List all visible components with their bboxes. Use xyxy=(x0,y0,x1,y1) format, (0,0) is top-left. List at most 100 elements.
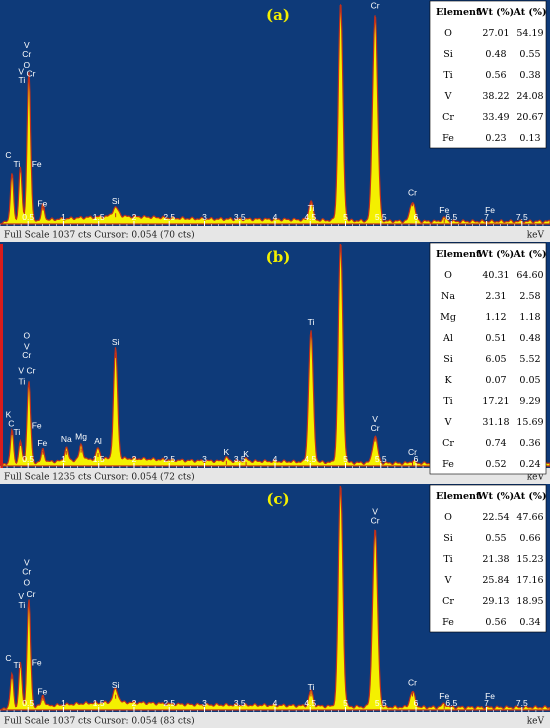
peak-label-20: Cr xyxy=(371,423,380,433)
table-cell: O xyxy=(444,512,452,523)
table-cell: 25.84 xyxy=(482,575,509,586)
peak-label-5: Cr xyxy=(27,589,36,599)
table-cell: 0.66 xyxy=(519,533,540,544)
cursor-marker xyxy=(0,244,3,468)
table-cell: Fe xyxy=(442,617,454,628)
peak-label-0: V xyxy=(24,558,30,568)
table-cell: 5.52 xyxy=(519,354,540,365)
x-tick-label: 3 xyxy=(202,212,207,222)
peak-label-7: C xyxy=(8,418,14,428)
x-tick-label: 3 xyxy=(202,454,207,464)
table-cell: 0.05 xyxy=(519,375,540,386)
x-unit-label: keV xyxy=(527,717,545,727)
table-cell: 17.16 xyxy=(516,575,543,586)
table-cell: V xyxy=(444,91,452,102)
table-cell: 0.55 xyxy=(485,533,506,544)
x-tick-label: 5.5 xyxy=(375,454,387,464)
peak-label-19: V xyxy=(372,414,378,424)
peak-label-16: Fe xyxy=(439,691,449,701)
table-cell: 0.34 xyxy=(519,617,540,628)
peak-label-12: Ti xyxy=(337,0,344,2)
table-cell: Cr xyxy=(442,438,454,449)
peak-label-1: V xyxy=(24,341,30,351)
x-tick-label: 4.5 xyxy=(304,454,316,464)
table-header-cell: Element xyxy=(436,7,481,18)
peak-label-9: Fe xyxy=(37,198,47,208)
table-header-cell: At (%) xyxy=(513,7,547,18)
peak-label-0: O xyxy=(23,330,30,340)
x-tick-label: 7.5 xyxy=(516,698,528,708)
x-tick-label: 2 xyxy=(132,698,137,708)
table-cell: 24.08 xyxy=(516,91,543,102)
x-tick-label: 2 xyxy=(132,454,137,464)
x-tick-label: 1 xyxy=(61,698,66,708)
peak-label-8: Fe xyxy=(32,159,42,169)
table-cell: O xyxy=(444,270,452,281)
table-header-cell: Wt (%) xyxy=(477,7,514,18)
peak-label-17: Ti xyxy=(308,317,315,327)
table-cell: 0.56 xyxy=(485,70,506,81)
table-cell: Ti xyxy=(443,70,452,81)
composition-table xyxy=(429,484,547,633)
table-cell: 0.74 xyxy=(485,438,506,449)
x-unit-label: keV xyxy=(527,231,545,241)
x-tick-label: 3 xyxy=(202,698,207,708)
table-cell: 1.12 xyxy=(485,312,506,323)
peak-label-2: Cr xyxy=(22,350,31,360)
table-header-cell: Element xyxy=(436,491,481,502)
peak-label-13: V xyxy=(372,0,378,2)
x-tick-label: 2.5 xyxy=(163,212,175,222)
eds-panel-b: OVCrVTiCrKCTiFeFeNaMgAlSiKKTiTiVCrCrFeFe… xyxy=(0,242,550,484)
table-cell: Mg xyxy=(440,312,456,323)
table-cell: 33.49 xyxy=(482,112,509,123)
table-cell: 0.48 xyxy=(485,49,506,60)
table-cell: 0.52 xyxy=(485,459,506,470)
table-cell: 29.13 xyxy=(482,596,509,607)
eds-spectrum-b: OVCrVTiCrKCTiFeFeNaMgAlSiKKTiTiVCrCrFeFe… xyxy=(0,242,550,484)
x-tick-label: 6.5 xyxy=(445,698,457,708)
peak-label-16: K xyxy=(243,449,249,459)
table-header-cell: At (%) xyxy=(513,491,547,502)
peak-label-8: Fe xyxy=(32,658,42,668)
table-cell: 2.31 xyxy=(485,291,506,302)
peak-label-11: Ti xyxy=(308,682,315,692)
peak-label-3: V xyxy=(18,366,24,376)
status-bar xyxy=(0,712,550,728)
table-cell: Na xyxy=(441,291,455,302)
composition-table xyxy=(429,242,547,475)
table-cell: Ti xyxy=(443,554,452,565)
peak-label-3: V xyxy=(18,591,24,601)
x-tick-label: 7 xyxy=(484,698,489,708)
x-tick-label: 3.5 xyxy=(234,212,246,222)
status-text: Full Scale 1037 cts Cursor: 0.054 (83 ct… xyxy=(4,716,195,727)
x-tick-label: 1.5 xyxy=(93,698,105,708)
x-tick-label: 3.5 xyxy=(234,698,246,708)
table-cell: 22.54 xyxy=(482,512,509,523)
table-cell: 54.19 xyxy=(516,28,543,39)
peak-label-17: Fe xyxy=(485,691,495,701)
x-tick-label: 0.5 xyxy=(22,698,34,708)
table-cell: 0.56 xyxy=(485,617,506,628)
table-cell: Si xyxy=(443,49,453,60)
table-cell: 17.21 xyxy=(482,396,509,407)
x-tick-label: 1.5 xyxy=(93,454,105,464)
eds-panel-c: VCrOVTiCrCTiFeFeSiTiTiVCrCrFeFe0.511.522… xyxy=(0,484,550,728)
table-cell: Cr xyxy=(442,112,454,123)
peak-label-13: Al xyxy=(94,436,102,446)
peak-label-21: Cr xyxy=(408,447,417,457)
x-tick-label: 0.5 xyxy=(22,454,34,464)
table-cell: V xyxy=(444,575,452,586)
table-cell: 0.24 xyxy=(519,459,540,470)
x-tick-label: 1 xyxy=(61,454,66,464)
x-tick-label: 6 xyxy=(414,454,419,464)
peak-label-6: C xyxy=(5,653,11,663)
eds-panel-a: VCrOVTiCrCTiFeFeSiTiTiVCrCrFeFe0.511.522… xyxy=(0,0,550,242)
spectrum-trace xyxy=(0,5,550,225)
x-tick-label: 5.5 xyxy=(375,698,387,708)
table-cell: 20.67 xyxy=(516,112,543,123)
peak-label-17: Fe xyxy=(485,205,495,215)
table-header-cell: At (%) xyxy=(513,249,547,260)
peak-label-1: Cr xyxy=(22,49,31,59)
table-cell: 47.66 xyxy=(516,512,543,523)
table-cell: 27.01 xyxy=(482,28,509,39)
